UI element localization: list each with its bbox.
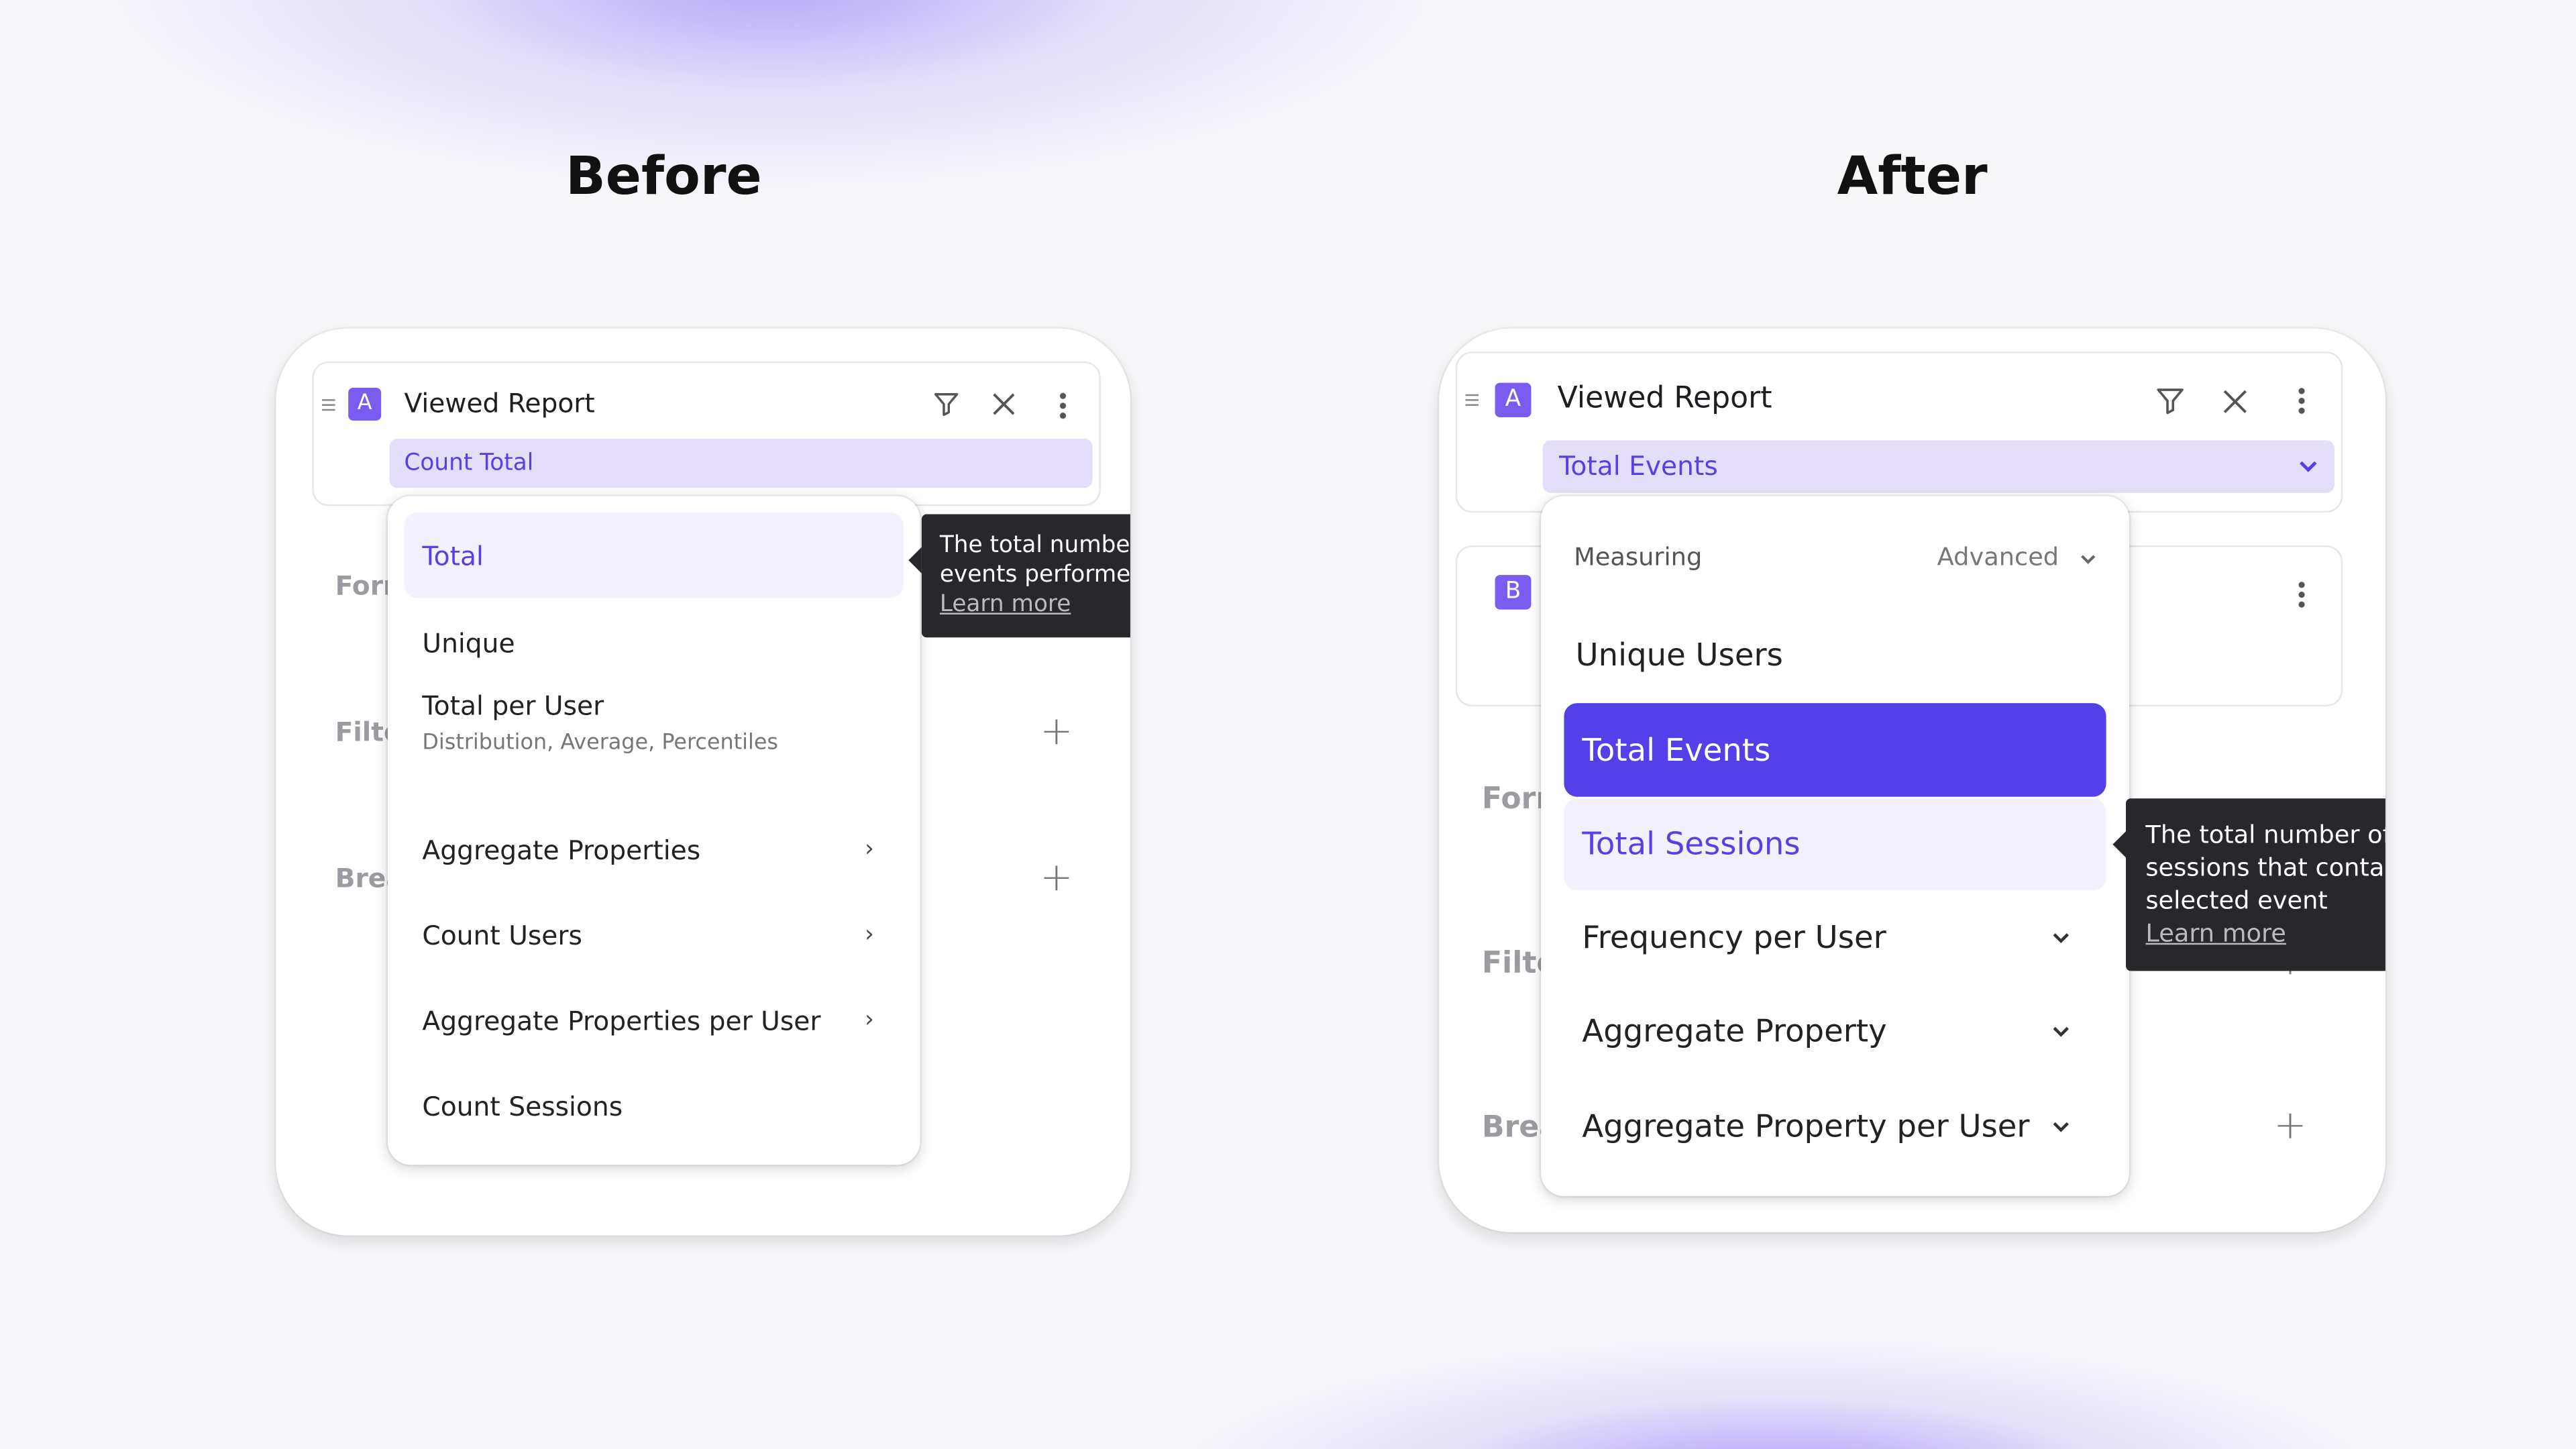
tooltip-text: events performed <box>939 561 1130 588</box>
menu-item-label: Aggregate Properties per User <box>422 1004 821 1036</box>
tooltip: The total number events performed Learn … <box>908 514 1130 638</box>
before-panel: Forr Filte Brea + + A Viewed Report Coun… <box>276 328 1130 1236</box>
formula-label: Forr <box>1481 782 1551 817</box>
chevron-down-icon <box>2053 1122 2069 1132</box>
menu-item-count-sessions[interactable]: Count Sessions <box>404 1063 903 1148</box>
menu-item-unique-users[interactable]: Unique Users <box>1558 610 2113 702</box>
advanced-toggle[interactable]: Advanced <box>1937 542 2096 572</box>
tooltip-text: The total number of <box>2145 820 2385 850</box>
menu-item-total-per-user[interactable]: Total per User Distribution, Average, Pe… <box>404 690 903 792</box>
drag-handle-icon[interactable] <box>1465 394 1479 406</box>
event-card-a: A Viewed Report Count Total <box>312 361 1101 506</box>
event-badge: A <box>1495 382 1532 418</box>
measure-dropdown: Total Unique Total per User Distribution… <box>387 496 920 1165</box>
event-card-a: A Viewed Report Total Events <box>1455 352 2343 513</box>
menu-item-label: Count Users <box>422 919 582 951</box>
measuring-label: Measuring <box>1574 542 1703 572</box>
menu-item-label: Count Sessions <box>422 1089 623 1122</box>
event-badge: B <box>1495 575 1532 610</box>
close-icon[interactable] <box>2222 389 2247 414</box>
menu-item-label: Total Events <box>1582 732 1771 768</box>
before-heading: Before <box>566 144 762 207</box>
drag-handle-icon[interactable] <box>322 399 335 411</box>
after-heading: After <box>1837 144 1988 207</box>
event-name[interactable]: Viewed Report <box>1557 381 1772 416</box>
menu-item-aggregate-properties[interactable]: Aggregate Properties › <box>404 806 903 892</box>
learn-more-link[interactable]: Learn more <box>2145 918 2286 949</box>
chevron-right-icon: › <box>865 836 874 863</box>
menu-item-total[interactable]: Total <box>404 513 904 598</box>
after-panel: Forr Filte Brea + + A Viewed Report Tota… <box>1439 328 2385 1232</box>
menu-item-label: Frequency per User <box>1582 920 1886 957</box>
menu-item-unique[interactable]: Unique <box>404 600 903 685</box>
menu-item-frequency-per-user[interactable]: Frequency per User <box>1564 892 2106 984</box>
menu-item-label: Unique Users <box>1575 637 1783 674</box>
measure-selector[interactable]: Total Events <box>1542 440 2335 493</box>
chevron-right-icon: › <box>865 921 874 949</box>
tooltip: The total number of sessions that contai… <box>2112 798 2385 971</box>
chevron-down-icon <box>2300 461 2317 472</box>
more-options-icon[interactable] <box>1059 390 1067 421</box>
measure-selector[interactable]: Count Total <box>389 438 1093 488</box>
menu-item-aggregate-property-per-user[interactable]: Aggregate Property per User <box>1564 1081 2106 1173</box>
chevron-right-icon: › <box>865 1007 874 1034</box>
event-badge: A <box>348 387 382 421</box>
measure-value: Total Events <box>1559 450 1718 482</box>
add-breakdown-plus-icon[interactable]: + <box>2273 1102 2307 1148</box>
menu-item-label: Total per User <box>422 690 604 722</box>
tooltip-text: The total number <box>939 532 1130 559</box>
formula-label: Forr <box>335 570 396 602</box>
event-name[interactable]: Viewed Report <box>404 387 595 419</box>
menu-item-label: Total <box>422 539 484 572</box>
learn-more-link[interactable]: Learn more <box>939 591 1071 618</box>
advanced-label: Advanced <box>1937 542 2059 572</box>
chevron-down-icon <box>2081 555 2096 564</box>
more-options-icon[interactable] <box>2298 386 2305 416</box>
menu-item-label: Unique <box>422 627 515 658</box>
filter-icon[interactable] <box>2155 386 2185 416</box>
menu-item-label: Aggregate Property <box>1582 1014 1887 1050</box>
filter-icon[interactable] <box>933 391 959 417</box>
tooltip-text: selected event <box>2145 885 2328 916</box>
menu-item-sublabel: Distribution, Average, Percentiles <box>422 731 779 756</box>
menu-item-total-events[interactable]: Total Events <box>1564 703 2106 797</box>
chevron-down-icon <box>2053 1026 2069 1037</box>
menu-item-label: Aggregate Properties <box>422 833 701 865</box>
chevron-down-icon <box>2053 933 2069 944</box>
menu-item-aggregate-properties-per-user[interactable]: Aggregate Properties per User › <box>404 977 903 1063</box>
close-icon[interactable] <box>992 392 1015 415</box>
menu-item-aggregate-property[interactable]: Aggregate Property <box>1564 985 2106 1077</box>
measure-dropdown: Measuring Advanced Unique Users Total Ev… <box>1541 496 2129 1196</box>
menu-item-count-users[interactable]: Count Users › <box>404 892 903 977</box>
menu-item-label: Aggregate Property per User <box>1582 1109 2030 1145</box>
tooltip-text: sessions that contain <box>2145 853 2385 883</box>
menu-item-label: Total Sessions <box>1582 826 1801 863</box>
more-options-icon[interactable] <box>2298 580 2305 610</box>
add-breakdown-plus-icon[interactable]: + <box>1040 854 1073 901</box>
add-filter-plus-icon[interactable]: + <box>1040 708 1073 755</box>
menu-item-total-sessions[interactable]: Total Sessions <box>1564 798 2106 891</box>
